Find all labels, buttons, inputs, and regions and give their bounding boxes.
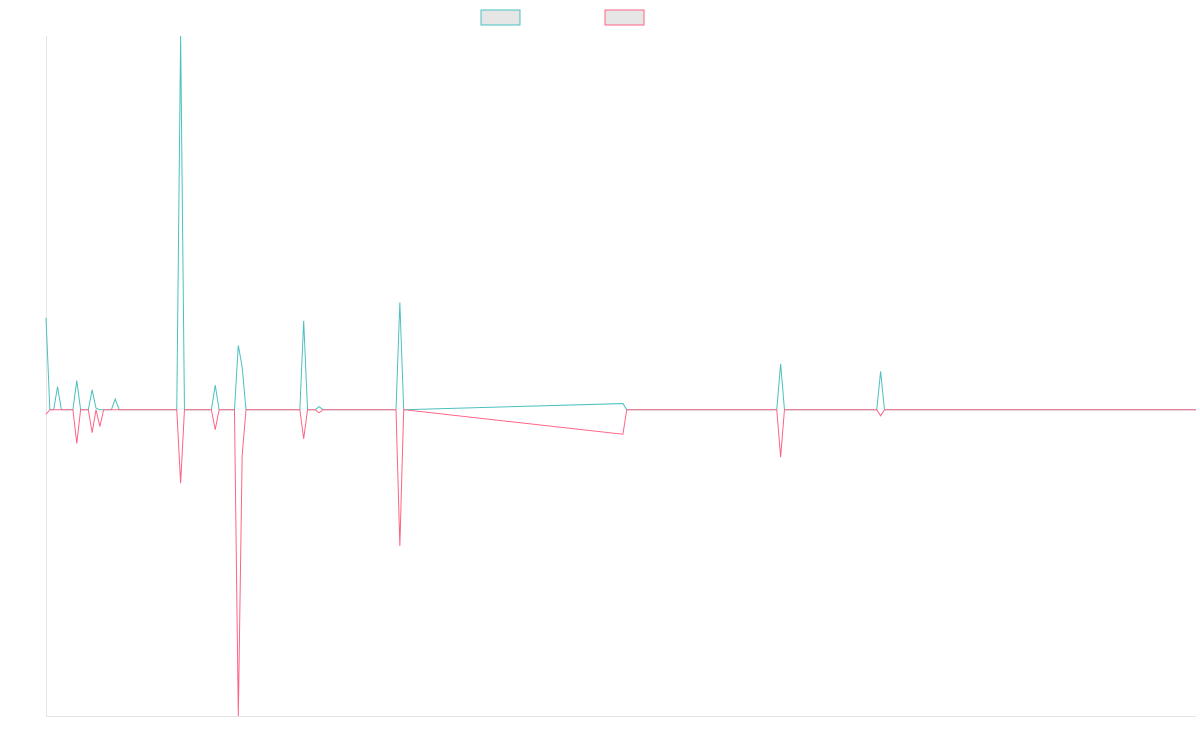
legend-swatch-series-2[interactable] <box>604 9 645 26</box>
series-line-2 <box>45 409 1196 717</box>
axes <box>46 36 1196 717</box>
legend <box>480 9 645 26</box>
series-layer <box>45 35 1196 717</box>
legend-swatch-series-1[interactable] <box>480 9 521 26</box>
series-line-1 <box>45 35 1196 411</box>
